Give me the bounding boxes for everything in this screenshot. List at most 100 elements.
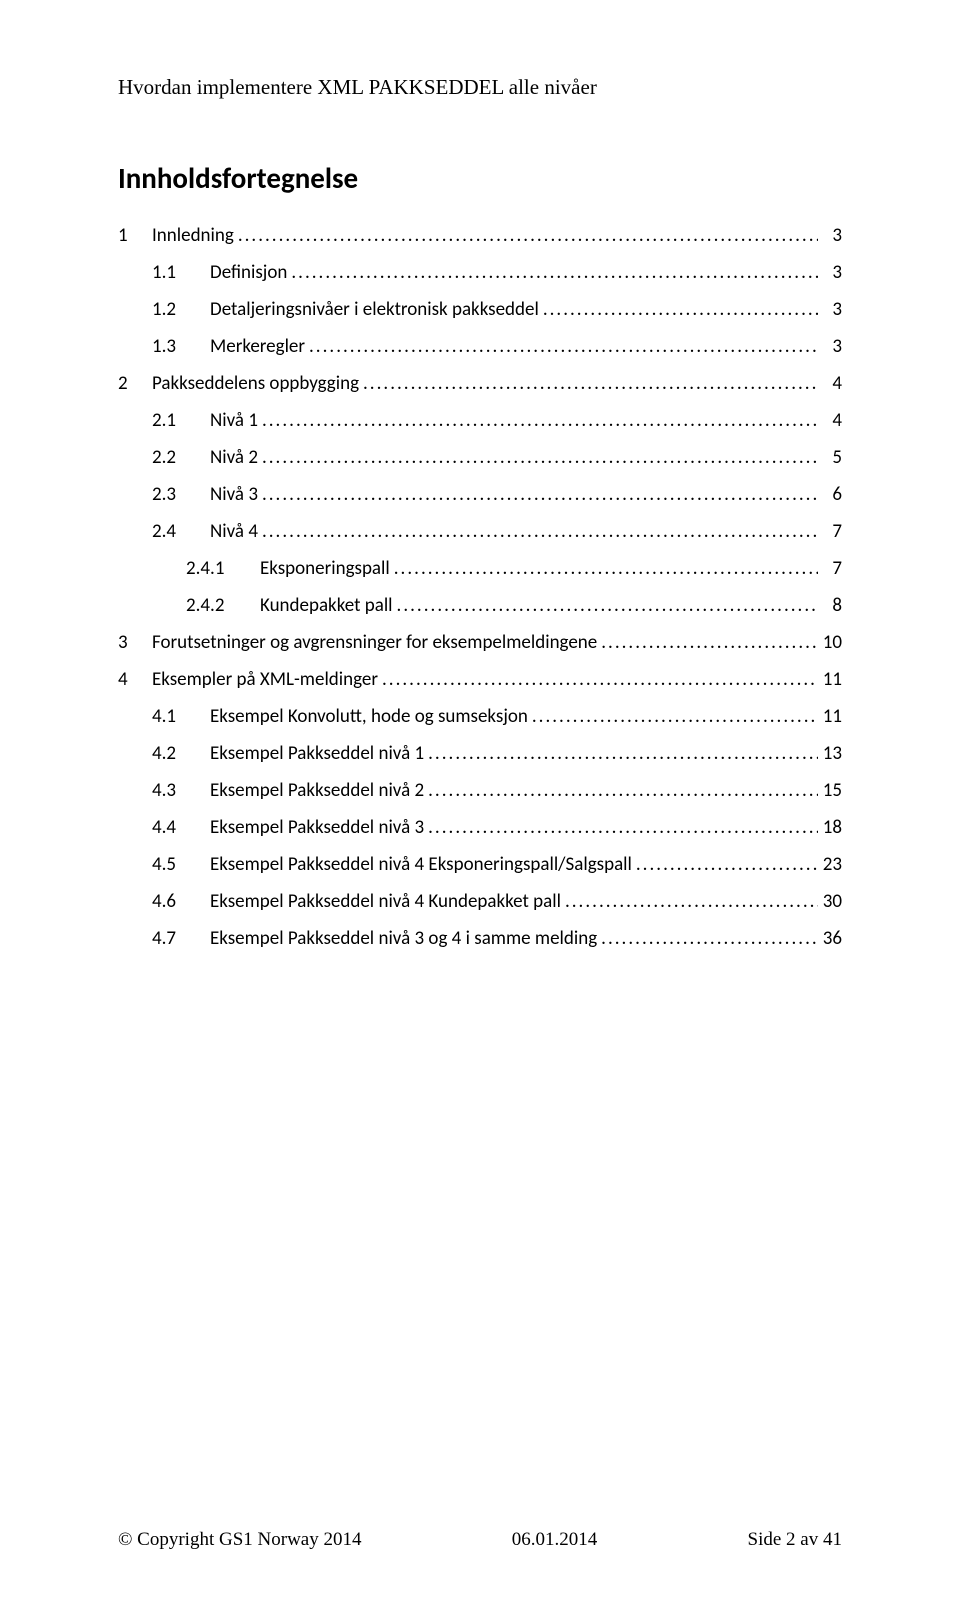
toc-entry-label: Eksempel Pakkseddel nivå 4 Kundepakket p…	[210, 890, 561, 913]
toc-entry-page: 10	[818, 631, 842, 654]
toc-entry-label: Eksempel Pakkseddel nivå 2	[210, 779, 424, 802]
toc-entry-label: Definisjon	[210, 261, 287, 284]
header-text: Hvordan implementere XML PAKKSEDDEL alle…	[118, 75, 597, 99]
toc-entry: 2.1Nivå 14	[118, 409, 842, 432]
toc-leader-dots	[424, 816, 818, 839]
toc-entry-label: Eksponeringspall	[260, 557, 390, 580]
toc-entry: 1.2Detaljeringsnivåer i elektronisk pakk…	[118, 298, 842, 321]
toc-entry-page: 5	[818, 446, 842, 469]
toc-entry-number: 2.4.2	[186, 594, 260, 617]
toc-leader-dots	[597, 631, 818, 654]
toc-entry-label: Nivå 4	[210, 520, 258, 543]
toc-entry-number: 1	[118, 224, 152, 247]
toc-entry: 2.3Nivå 3 6	[118, 483, 842, 506]
toc-entry-page: 18	[818, 816, 842, 839]
toc-entry-label: Pakkseddelens oppbygging	[152, 372, 359, 395]
toc-entry-page: 23	[818, 853, 842, 876]
toc-entry: 1Innledning 3	[118, 224, 842, 247]
toc-entry-label: Eksempel Konvolutt, hode og sumseksjon	[210, 705, 528, 728]
toc-entry-number: 2.4	[152, 520, 210, 543]
toc-leader-dots	[561, 890, 818, 913]
toc-leader-dots	[258, 409, 818, 432]
footer-date: 06.01.2014	[512, 1529, 598, 1551]
table-of-contents: 1Innledning31.1Definisjon31.2Detaljering…	[118, 224, 842, 950]
toc-entry: 1.3Merkeregler 3	[118, 335, 842, 358]
toc-entry-label: Eksempler på XML-meldinger	[152, 668, 378, 691]
toc-entry-number: 1.3	[152, 335, 210, 358]
toc-entry-label: Nivå 2	[210, 446, 258, 469]
page-footer: © Copyright GS1 Norway 2014 06.01.2014 S…	[118, 1529, 842, 1551]
toc-entry-label: Innledning	[152, 224, 234, 247]
toc-entry-page: 3	[818, 261, 842, 284]
toc-leader-dots	[234, 224, 818, 247]
toc-entry: 4.7Eksempel Pakkseddel nivå 3 og 4 i sam…	[118, 927, 842, 950]
toc-entry-number: 4.6	[152, 890, 210, 913]
toc-entry-label: Nivå 3	[210, 483, 258, 506]
toc-entry: 4.1Eksempel Konvolutt, hode og sumseksjo…	[118, 705, 842, 728]
toc-entry-number: 2.1	[152, 409, 210, 432]
toc-entry-label: Forutsetninger og avgrensninger for ekse…	[152, 631, 597, 654]
toc-entry-number: 2.3	[152, 483, 210, 506]
toc-entry: 4.6Eksempel Pakkseddel nivå 4 Kundepakke…	[118, 890, 842, 913]
toc-entry: 2.4.2Kundepakket pall 8	[118, 594, 842, 617]
footer-copyright: © Copyright GS1 Norway 2014	[118, 1529, 361, 1551]
toc-entry-number: 2.2	[152, 446, 210, 469]
toc-leader-dots	[258, 483, 818, 506]
toc-entry-page: 7	[818, 520, 842, 543]
toc-entry: 3Forutsetninger og avgrensninger for eks…	[118, 631, 842, 654]
toc-entry-number: 4.2	[152, 742, 210, 765]
toc-entry-page: 11	[818, 668, 842, 691]
toc-entry-page: 13	[818, 742, 842, 765]
toc-entry-label: Kundepakket pall	[260, 594, 393, 617]
toc-leader-dots	[359, 372, 818, 395]
toc-entry: 2.4.1Eksponeringspall 7	[118, 557, 842, 580]
toc-entry-page: 11	[818, 705, 842, 728]
toc-entry-label: Merkeregler	[210, 335, 305, 358]
toc-entry-page: 36	[818, 927, 842, 950]
toc-entry-label: Eksempel Pakkseddel nivå 3 og 4 i samme …	[210, 927, 597, 950]
toc-entry-page: 15	[818, 779, 842, 802]
toc-entry-number: 2	[118, 372, 152, 395]
toc-entry-page: 3	[818, 298, 842, 321]
toc-title: Innholdsfortegnelse	[118, 160, 842, 196]
toc-entry-page: 6	[818, 483, 842, 506]
toc-entry: 2Pakkseddelens oppbygging4	[118, 372, 842, 395]
toc-entry-number: 4.7	[152, 927, 210, 950]
toc-entry-label: Eksempel Pakkseddel nivå 4 Eksponeringsp…	[210, 853, 632, 876]
toc-entry-number: 4.3	[152, 779, 210, 802]
toc-entry-number: 3	[118, 631, 152, 654]
toc-leader-dots	[424, 742, 818, 765]
toc-entry-page: 8	[818, 594, 842, 617]
toc-entry: 1.1Definisjon 3	[118, 261, 842, 284]
toc-entry: 2.2Nivå 2 5	[118, 446, 842, 469]
toc-entry: 4Eksempler på XML-meldinger 11	[118, 668, 842, 691]
footer-page-number: Side 2 av 41	[748, 1529, 842, 1551]
toc-entry-number: 1.2	[152, 298, 210, 321]
toc-leader-dots	[393, 594, 818, 617]
toc-leader-dots	[539, 298, 818, 321]
toc-entry-label: Eksempel Pakkseddel nivå 3	[210, 816, 424, 839]
toc-entry-page: 3	[818, 224, 842, 247]
toc-entry-page: 3	[818, 335, 842, 358]
toc-entry-number: 4	[118, 668, 152, 691]
toc-entry-label: Nivå 1	[210, 409, 258, 432]
toc-entry: 4.3Eksempel Pakkseddel nivå 2 15	[118, 779, 842, 802]
toc-entry-number: 4.4	[152, 816, 210, 839]
toc-entry-page: 7	[818, 557, 842, 580]
toc-leader-dots	[424, 779, 818, 802]
toc-entry-page: 30	[818, 890, 842, 913]
page-header: Hvordan implementere XML PAKKSEDDEL alle…	[118, 75, 842, 100]
toc-leader-dots	[258, 520, 818, 543]
toc-leader-dots	[258, 446, 818, 469]
toc-entry-number: 2.4.1	[186, 557, 260, 580]
toc-entry-number: 1.1	[152, 261, 210, 284]
toc-leader-dots	[528, 705, 818, 728]
toc-entry-number: 4.5	[152, 853, 210, 876]
toc-entry: 4.2Eksempel Pakkseddel nivå 113	[118, 742, 842, 765]
toc-entry: 2.4Nivå 4 7	[118, 520, 842, 543]
document-page: Hvordan implementere XML PAKKSEDDEL alle…	[0, 0, 960, 1603]
toc-entry: 4.4Eksempel Pakkseddel nivå 3 18	[118, 816, 842, 839]
toc-entry-label: Detaljeringsnivåer i elektronisk pakksed…	[210, 298, 539, 321]
toc-leader-dots	[287, 261, 818, 284]
toc-entry-number: 4.1	[152, 705, 210, 728]
